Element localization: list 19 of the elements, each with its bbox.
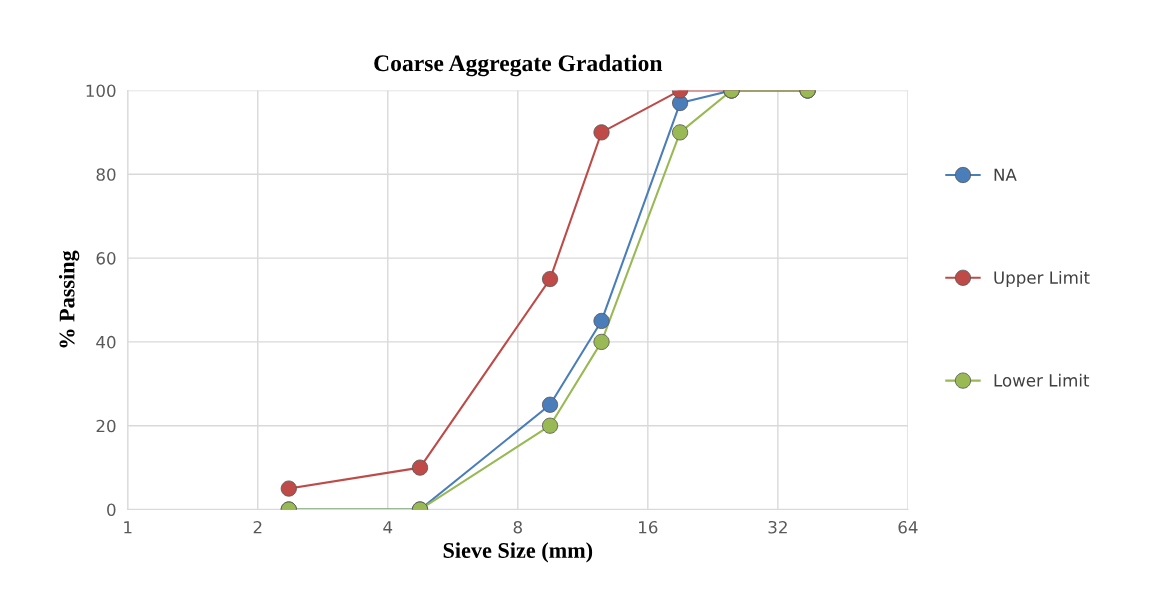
chart-title: Coarse Aggregate Gradation — [374, 54, 663, 77]
y-axis-title: % Passing — [58, 250, 80, 348]
legend-label: Lower Limit — [994, 373, 1090, 387]
x-tick-label: 32 — [768, 520, 787, 534]
x-axis-title: Sieve Size (mm) — [443, 542, 593, 563]
x-tick-label: 16 — [639, 520, 658, 534]
y-tick-label: 100 — [86, 84, 116, 98]
x-tick-label: 64 — [898, 520, 918, 534]
y-tick-label: 40 — [96, 335, 116, 349]
y-tick-label: 80 — [96, 168, 116, 181]
y-tick-label: 0 — [107, 503, 116, 517]
x-tick-label: 4 — [383, 521, 393, 534]
x-tick-label: 1 — [124, 521, 132, 534]
y-tick-label: 60 — [96, 252, 116, 265]
legend-label: Upper Limit — [994, 270, 1090, 288]
x-tick-label: 2 — [253, 520, 262, 534]
x-tick-label: 8 — [513, 520, 522, 534]
legend-label: NA — [994, 168, 1017, 181]
y-tick-label: 20 — [96, 419, 116, 433]
